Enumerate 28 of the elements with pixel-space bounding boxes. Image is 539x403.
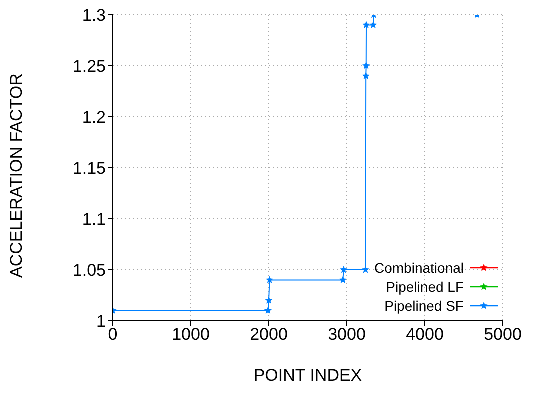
y-axis-title: ACCELERATION FACTOR (7, 74, 26, 278)
legend-label: Combinational (374, 260, 464, 276)
x-tick-label: 0 (108, 325, 118, 344)
y-tick-label: 1.1 (82, 210, 106, 230)
y-tick-label: 1.2 (82, 108, 106, 128)
y-tick-label: 1.15 (72, 159, 106, 178)
point (362, 266, 370, 274)
x-tick-label: 3000 (328, 325, 366, 344)
y-tick-label: 1.05 (72, 261, 106, 280)
x-tick-label: 5000 (484, 325, 522, 344)
point (340, 266, 348, 274)
x-tick-label: 4000 (406, 325, 444, 344)
x-tick-label: 1000 (172, 325, 210, 344)
point (339, 276, 347, 284)
y-tick-label: 1.3 (82, 6, 106, 26)
point (264, 306, 272, 314)
legend-label: Pipelined LF (386, 278, 464, 294)
point (362, 62, 370, 70)
legend-label: Pipelined SF (384, 298, 464, 314)
y-tick-label: 1 (96, 312, 106, 332)
x-axis-title: POINT INDEX (254, 366, 362, 385)
point (362, 21, 370, 28)
point (370, 21, 378, 28)
point (265, 296, 273, 304)
y-tick-label: 1.25 (72, 57, 106, 76)
x-tick-label: 2000 (250, 325, 288, 344)
point (266, 276, 274, 284)
point (362, 72, 370, 80)
